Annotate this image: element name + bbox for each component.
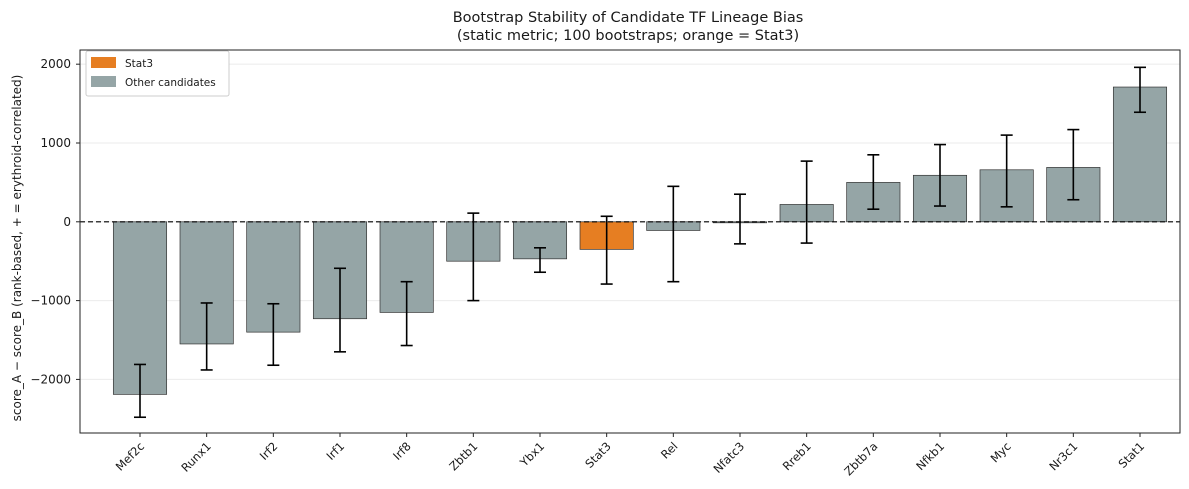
error-bar-runx1 <box>200 302 213 371</box>
x-tick-label-irf8: Irf8 <box>390 439 414 463</box>
error-bar-irf8 <box>400 280 413 347</box>
legend-label-stat3: Stat3 <box>125 58 153 70</box>
error-bars-layer <box>134 66 1146 419</box>
x-tick-label-stat1: Stat1 <box>1116 439 1148 471</box>
legend-label-other: Other candidates <box>125 77 216 89</box>
y-tick-label: 2000 <box>40 57 71 71</box>
error-bar-zbtb1 <box>467 212 480 302</box>
legend-swatch-other <box>91 76 116 87</box>
legend-swatch-stat3 <box>91 57 116 68</box>
x-tick-label-zbtb1: Zbtb1 <box>446 439 480 473</box>
y-tick-label: 1000 <box>40 136 71 150</box>
error-bar-nfkb1 <box>934 143 946 207</box>
y-tick-label: 0 <box>63 215 71 229</box>
error-bar-rel <box>667 185 680 283</box>
y-tick-label: −2000 <box>30 372 71 386</box>
x-tick-label-nfkb1: Nfkb1 <box>913 439 947 473</box>
chart-subtitle: (static metric; 100 bootstraps; orange =… <box>457 28 799 44</box>
x-tick-label-rel: Rel <box>658 439 680 461</box>
x-tick-label-zbtb7a: Zbtb7a <box>841 439 880 478</box>
error-bar-rreb1 <box>800 160 813 244</box>
chart-title: Bootstrap Stability of Candidate TF Line… <box>453 10 804 26</box>
y-axis-label: score_A − score_B (rank-based, + = eryth… <box>10 75 24 422</box>
x-tick-label-nr3c1: Nr3c1 <box>1046 439 1080 473</box>
y-tick-label: −1000 <box>30 294 71 308</box>
error-bar-irf2 <box>267 302 280 367</box>
bars-layer <box>112 86 1168 395</box>
x-tick-label-irf2: Irf2 <box>257 439 281 463</box>
error-bar-stat3 <box>600 215 613 285</box>
legend-box <box>85 50 230 97</box>
x-axis-ticks: Mef2c Runx1 Irf2 Irf1 Irf8 Zbtb1 Ybx1 Stat3 Rel N… <box>113 433 1147 478</box>
x-tick-label-rreb1: Rreb1 <box>780 439 814 473</box>
x-tick-label-myc: Myc <box>988 439 1014 465</box>
error-bar-ybx1 <box>534 247 546 274</box>
legend: Stat3 Other candidates <box>85 50 230 97</box>
error-bar-stat1 <box>1134 66 1146 114</box>
x-tick-label-ybx1: Ybx1 <box>516 439 547 470</box>
error-bar-mef2c <box>134 363 146 419</box>
x-tick-label-nfatc3: Nfatc3 <box>710 439 747 476</box>
error-bar-nr3c1 <box>1067 128 1080 201</box>
error-bar-myc <box>1000 134 1013 208</box>
x-tick-label-irf1: Irf1 <box>323 439 347 463</box>
x-tick-label-stat3: Stat3 <box>582 439 614 471</box>
error-bar-irf1 <box>334 267 346 353</box>
error-bar-zbtb7a <box>867 154 880 210</box>
x-tick-label-runx1: Runx1 <box>178 439 213 474</box>
error-bar-nfatc3 <box>734 193 746 245</box>
y-axis-ticks: −2000 −1000 0 1000 2000 <box>30 57 80 386</box>
plot-frame <box>79 49 1181 434</box>
x-tick-label-mef2c: Mef2c <box>113 439 147 473</box>
